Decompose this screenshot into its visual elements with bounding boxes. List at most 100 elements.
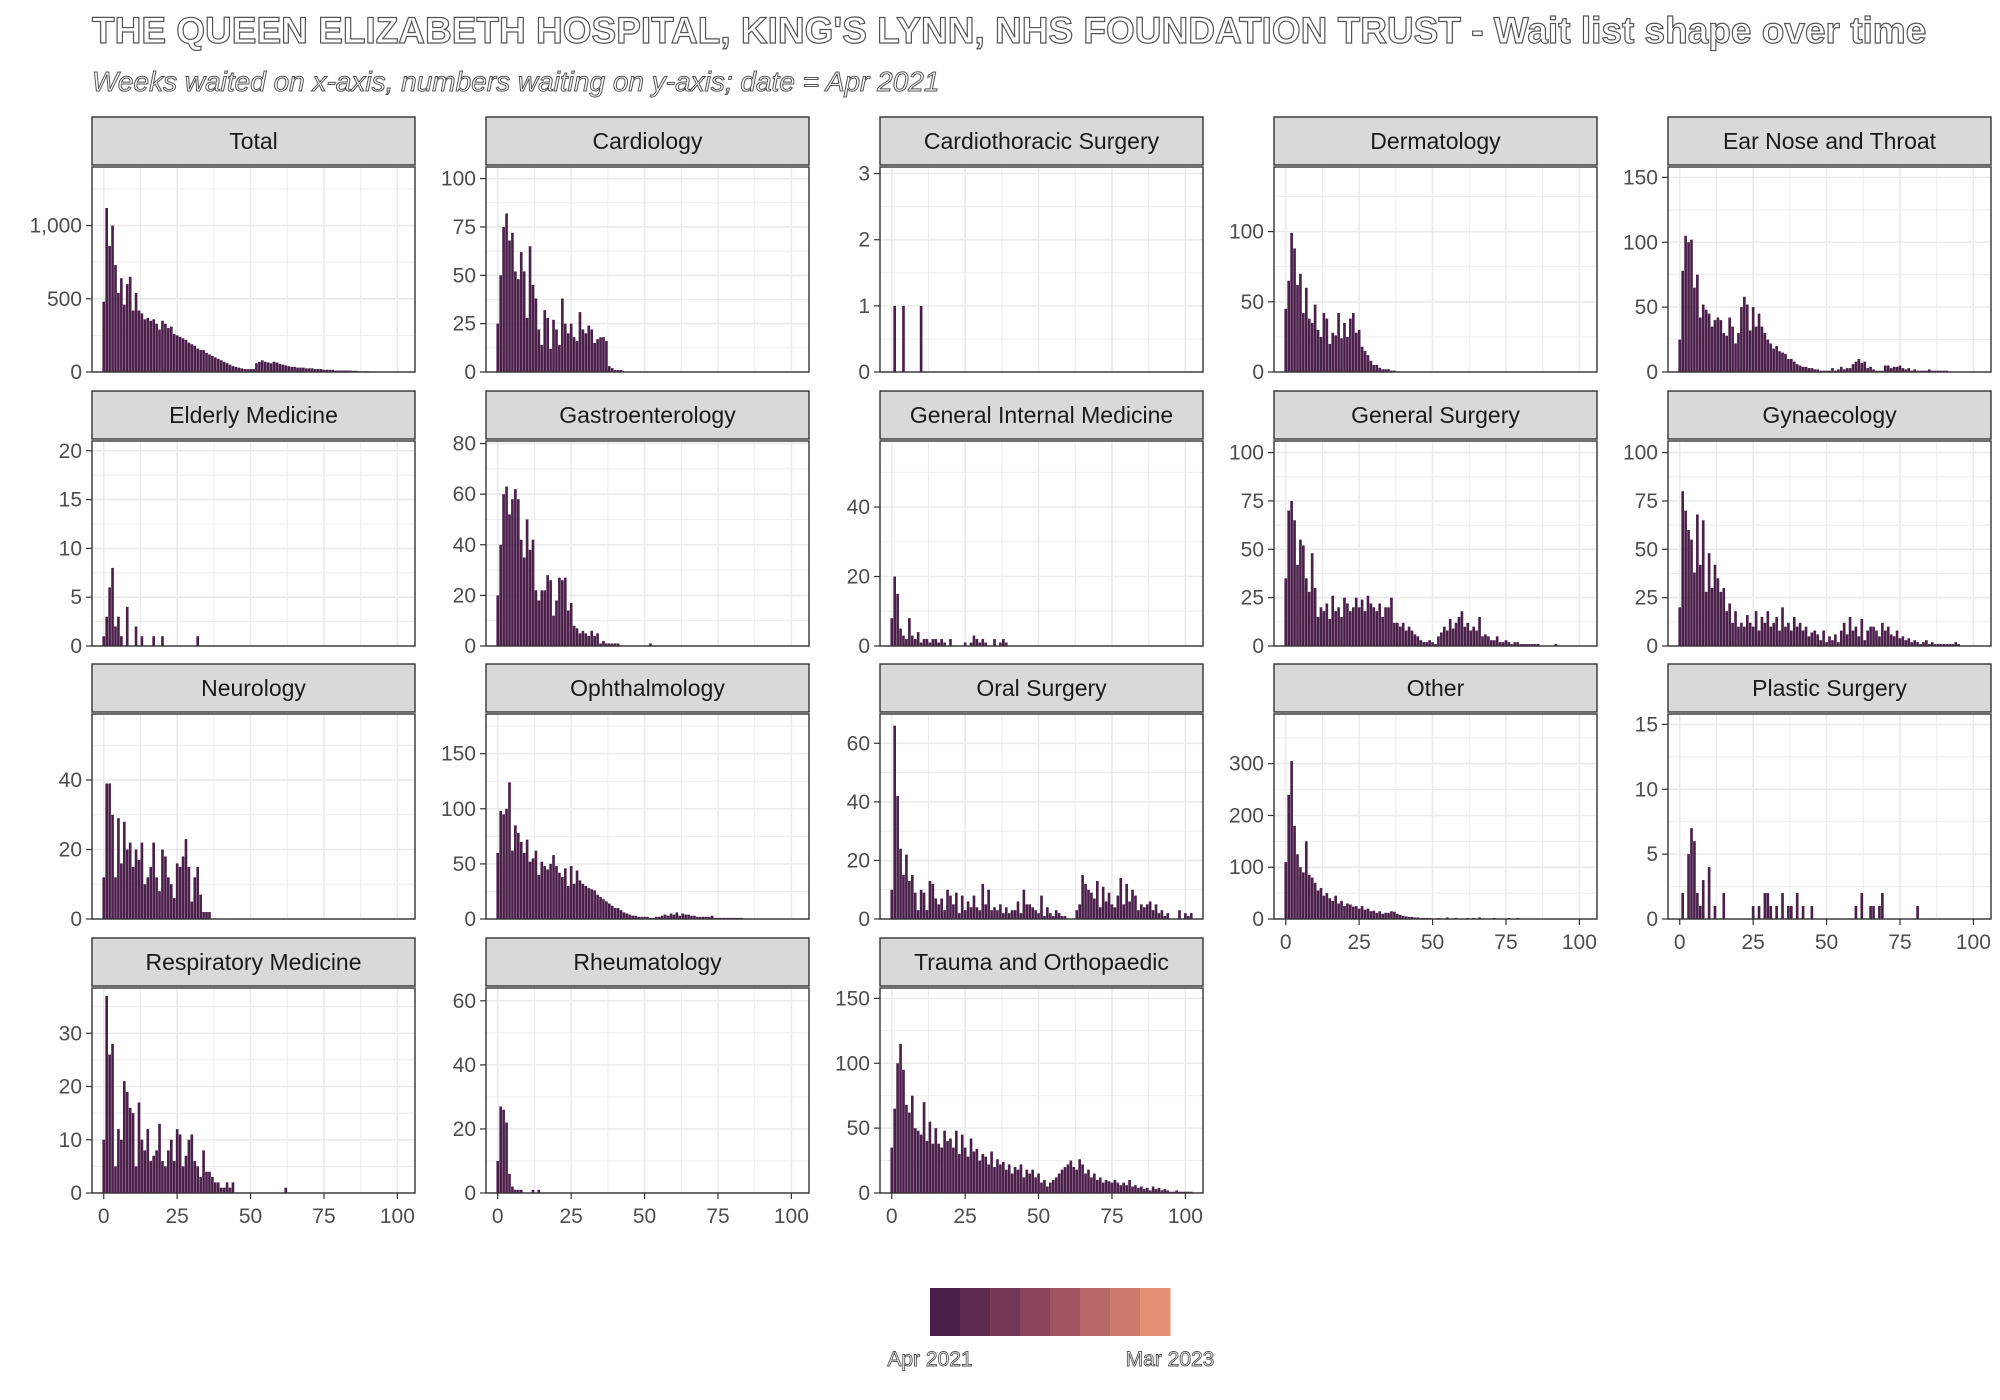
bar — [1090, 1177, 1093, 1193]
bar — [1713, 320, 1717, 372]
bar — [1125, 883, 1128, 919]
bar — [1307, 318, 1311, 372]
bar — [1401, 915, 1405, 919]
y-axis: 0 20 40 — [847, 496, 880, 658]
bar — [899, 628, 902, 646]
bar — [1384, 369, 1387, 372]
bar — [1419, 640, 1423, 646]
bar — [1422, 642, 1426, 646]
y-axis: 0 25 50 75 100 — [441, 168, 486, 384]
bar — [1839, 366, 1843, 372]
facet-oral-surgery: Oral Surgery 0 20 40 60 — [847, 663, 1204, 931]
bar — [678, 915, 682, 919]
bar — [928, 642, 932, 646]
bar — [319, 369, 323, 372]
bar — [1186, 916, 1190, 919]
bar — [919, 305, 923, 372]
bar — [1495, 636, 1499, 646]
panel-border — [879, 166, 1204, 373]
facet-dermatology: Dermatology 0 50 100 — [1229, 116, 1598, 384]
bar — [1698, 564, 1702, 646]
bar — [1140, 904, 1143, 919]
bar — [164, 323, 167, 372]
bar — [1463, 626, 1467, 646]
panel-background — [1668, 714, 1991, 919]
bar — [134, 849, 138, 919]
bar — [1066, 1164, 1070, 1193]
bar — [1110, 1182, 1114, 1193]
bar — [610, 905, 614, 919]
panel-border — [91, 166, 416, 373]
bar — [1157, 913, 1161, 919]
bar — [549, 348, 552, 372]
panel-grid — [880, 988, 1203, 1194]
bar — [960, 1134, 964, 1193]
bar — [1719, 320, 1723, 372]
bar — [1748, 330, 1752, 372]
bar — [1925, 640, 1928, 646]
bar — [205, 1171, 208, 1193]
bar — [1784, 353, 1787, 372]
x-tick-label: 50 — [1421, 931, 1444, 954]
bar — [1790, 906, 1793, 919]
bar — [1693, 287, 1696, 372]
bar — [1113, 907, 1117, 919]
bar — [1131, 1186, 1134, 1193]
bar — [1445, 917, 1449, 919]
bar — [1396, 622, 1399, 646]
bar — [1425, 642, 1429, 646]
bar — [919, 642, 923, 646]
x-axis: 0 25 50 75 100 — [1674, 919, 1991, 954]
bar — [1807, 636, 1811, 646]
bar — [955, 892, 958, 919]
bar — [175, 863, 179, 919]
x-tick-label: 0 — [1674, 931, 1686, 954]
bar — [1484, 634, 1487, 646]
bar — [990, 1151, 993, 1193]
bar — [1722, 893, 1726, 919]
bar — [1107, 892, 1111, 919]
bar — [934, 898, 938, 919]
bar — [1734, 343, 1737, 372]
bar-series — [102, 567, 200, 646]
bar — [205, 352, 208, 372]
bar — [137, 1102, 141, 1193]
bar — [993, 1167, 996, 1193]
bar — [919, 889, 923, 919]
facet-strip — [1273, 663, 1598, 713]
bar — [1492, 640, 1496, 646]
bar — [514, 489, 517, 646]
bar — [222, 1187, 226, 1193]
y-tick-label: 200 — [1229, 804, 1264, 827]
bar — [1284, 308, 1288, 372]
y-tick-label: 20 — [59, 839, 82, 862]
bar — [505, 1122, 508, 1193]
facet-strip — [91, 663, 416, 713]
bar — [1310, 553, 1314, 646]
panel-border — [879, 440, 1204, 647]
bar — [940, 639, 943, 646]
legend-end-label: Mar 2023 — [1126, 1348, 1215, 1371]
bar — [1346, 603, 1349, 646]
bar — [128, 276, 132, 372]
bar — [1883, 630, 1887, 646]
bar — [993, 907, 996, 919]
bar — [1690, 239, 1693, 372]
bar — [1313, 304, 1317, 372]
bar — [1834, 634, 1837, 646]
bar — [158, 329, 161, 372]
bar — [1063, 916, 1067, 919]
bar — [1046, 1186, 1049, 1193]
bar — [978, 1160, 982, 1193]
facet-neurology: Neurology 0 20 40 — [59, 663, 416, 931]
legend-start-label: Apr 2021 — [887, 1348, 972, 1371]
bar — [1681, 270, 1685, 372]
bar — [1331, 332, 1335, 372]
bar — [957, 1154, 961, 1193]
bar — [1040, 895, 1043, 919]
bar — [1904, 369, 1908, 372]
bar — [1019, 1164, 1023, 1193]
bar — [1754, 326, 1758, 372]
y-tick-label: 1,000 — [29, 215, 82, 238]
bar — [111, 225, 114, 372]
